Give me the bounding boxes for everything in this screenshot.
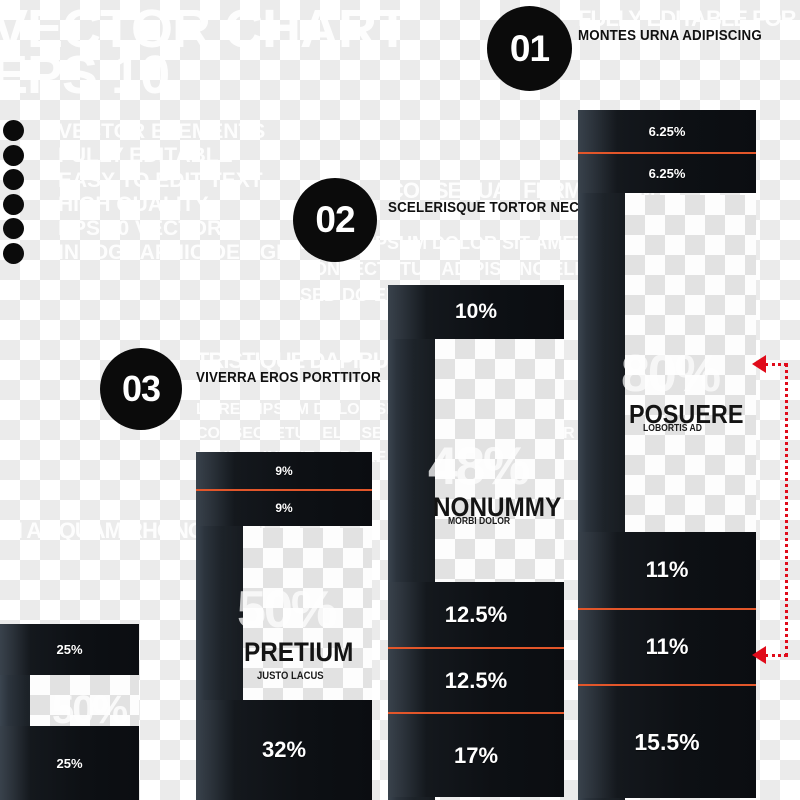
watermark-title-line1: VECTOR CHART — [0, 0, 409, 59]
annotation-arrow-bottom-icon — [752, 646, 766, 664]
bar-segment[interactable]: 12.5% — [388, 647, 564, 712]
bar-segment[interactable]: 9% — [196, 489, 372, 526]
annotation-bracket — [752, 355, 800, 665]
bar-segment[interactable]: 10% — [388, 285, 564, 339]
bar-segment[interactable]: 17% — [388, 712, 564, 797]
watermark-feature-list: Vector elements Fully editable Easy to e… — [58, 120, 292, 265]
bar-window-01 — [625, 195, 756, 532]
bar-bottom-segments-01: 11% 11% 15.5% — [578, 532, 756, 800]
bar-top-segments-02: 10% — [388, 285, 564, 339]
badge-02[interactable]: 02 — [293, 178, 377, 262]
bar-segment[interactable]: 9% — [196, 452, 372, 489]
bar-segment[interactable]: 11% — [578, 532, 756, 608]
bar-bottom-segments-03: 32% — [196, 700, 372, 800]
bar-window-percent-03: 50% — [237, 581, 337, 639]
bar-window-name-02: NONUMMY — [433, 492, 562, 522]
annotation-dotted-connector-bottom — [765, 654, 787, 657]
bar-segment[interactable]: 32% — [196, 700, 372, 800]
badge-01[interactable]: 01 — [487, 6, 572, 91]
bar-top-segments-03: 9% 9% — [196, 452, 372, 528]
bar-window-name-03: PRETIUM — [244, 637, 354, 667]
bar-window-02 — [435, 339, 564, 582]
bullet-dot — [3, 242, 24, 264]
annotation-dotted-connector-top — [765, 363, 787, 366]
bullet-dot — [3, 120, 24, 141]
bar-window-name-01: POSUERE — [629, 399, 744, 429]
bar-window-sub-01: LOBORTIS AD — [643, 423, 702, 434]
bar-window-03 — [243, 528, 372, 700]
bullet-dot — [3, 169, 24, 190]
badge-03[interactable]: 03 — [100, 348, 182, 430]
bar-window-percent-02: 48% — [428, 437, 530, 496]
annotation-arrow-top-icon — [752, 355, 766, 373]
bar-segment[interactable]: 12.5% — [388, 582, 564, 647]
bar-segment[interactable]: 15.5% — [578, 684, 756, 798]
bar-top-segments-04: 25% — [0, 624, 139, 675]
badge-title-01: MONTES URNA ADIPISCING — [578, 28, 762, 44]
bar-segment[interactable]: 11% — [578, 608, 756, 684]
bar-segment[interactable]: 6.25% — [578, 152, 756, 193]
bullet-dot — [3, 218, 24, 239]
annotation-dotted-line — [785, 363, 788, 657]
bar-window-percent-04: 50% — [52, 688, 128, 732]
bar-bottom-segments-04: 25% — [0, 726, 139, 800]
bar-window-percent-01: 80% — [621, 345, 721, 403]
bar-top-segments-01: 6.25% 6.25% — [578, 110, 756, 195]
bullet-dot — [3, 193, 24, 215]
bullet-dot-list — [3, 120, 24, 267]
bar-window-04 — [30, 675, 139, 726]
watermark-title-line2: EPS 10 — [0, 45, 170, 105]
bar-segment[interactable]: 25% — [0, 624, 139, 675]
bar-window-sub-02: MORBI DOLOR — [448, 516, 511, 527]
badge-title-03: VIVERRA EROS PORTTITOR — [196, 370, 381, 386]
bar-bottom-segments-02: 12.5% 12.5% 17% — [388, 582, 564, 800]
badge-title-02: SCELERISQUE TORTOR NEC — [388, 200, 580, 216]
bar-segment[interactable]: 6.25% — [578, 110, 756, 152]
bar-window-sub-03: JUSTO LACUS — [257, 670, 324, 682]
bar-segment[interactable]: 25% — [0, 726, 139, 800]
bullet-dot — [3, 144, 24, 166]
